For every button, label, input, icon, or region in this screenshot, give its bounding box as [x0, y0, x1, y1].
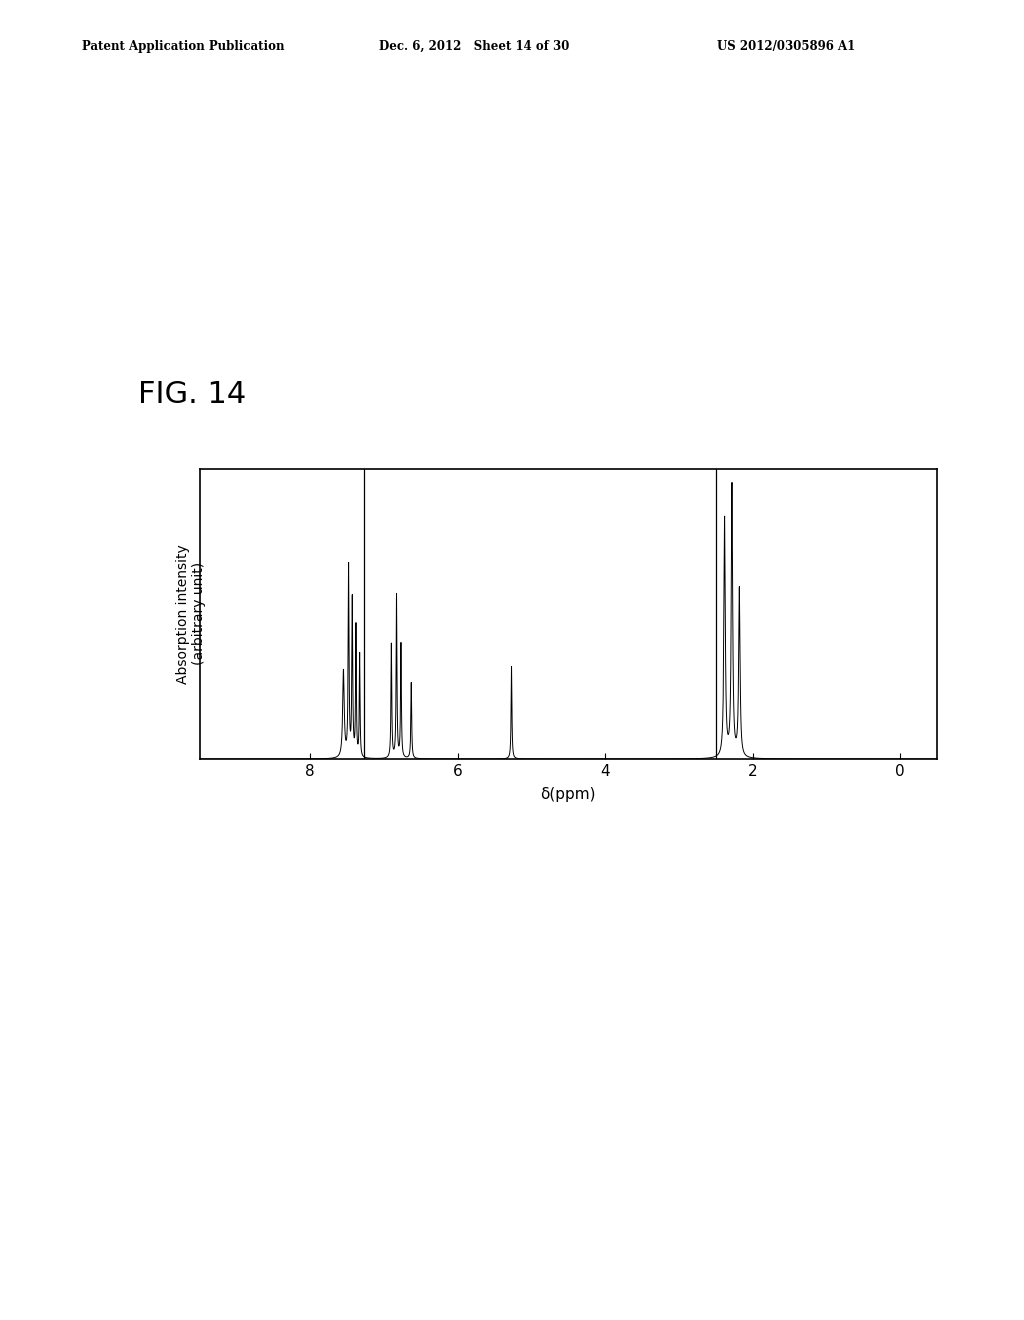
- Text: Patent Application Publication: Patent Application Publication: [82, 40, 285, 53]
- Text: FIG. 14: FIG. 14: [138, 380, 247, 409]
- Text: Dec. 6, 2012   Sheet 14 of 30: Dec. 6, 2012 Sheet 14 of 30: [379, 40, 569, 53]
- Text: US 2012/0305896 A1: US 2012/0305896 A1: [717, 40, 855, 53]
- X-axis label: δ(ppm): δ(ppm): [541, 787, 596, 803]
- Y-axis label: Absorption intensity
(arbitrary unit): Absorption intensity (arbitrary unit): [176, 544, 207, 684]
